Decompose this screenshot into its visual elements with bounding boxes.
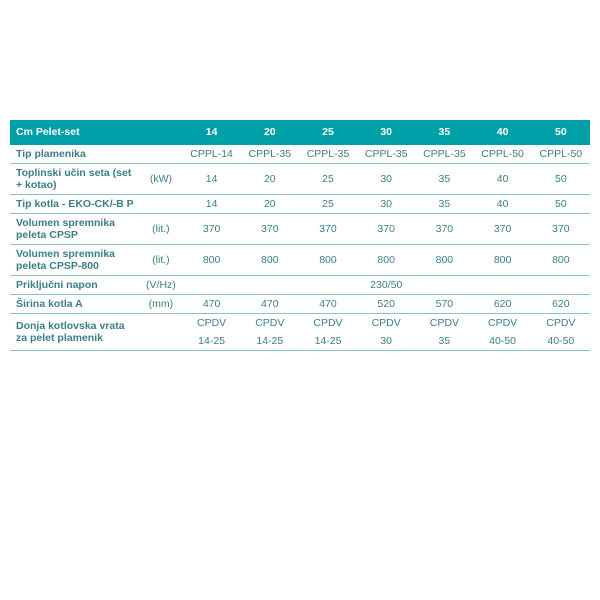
row-label: Tip kotla - EKO-CK/-B P: [10, 195, 139, 214]
row-label: Donja kotlovska vrata za pelet plamenik: [10, 314, 139, 351]
table-row: Širina kotla A(mm)470470470520570620620: [10, 295, 590, 314]
cell: 20: [241, 164, 299, 195]
row-unit: [139, 145, 182, 164]
table-row: Tip kotla - EKO-CK/-B P 14202530354050: [10, 195, 590, 214]
cell: CPDV: [532, 314, 590, 333]
cell: 35: [415, 195, 473, 214]
cell-span: 230/50: [182, 276, 590, 295]
table-row: Priključni napon(V/Hz)230/50: [10, 276, 590, 295]
table-row: Tip plamenikaCPPL-14CPPL-35CPPL-35CPPL-3…: [10, 145, 590, 164]
cell: CPPL-35: [241, 145, 299, 164]
row-unit: (lit.): [139, 245, 182, 276]
cell: 40: [474, 164, 532, 195]
cell: 470: [241, 295, 299, 314]
cell: 370: [241, 214, 299, 245]
cell: 35: [415, 332, 473, 351]
row-label: Volumen spremnika peleta CPSP: [10, 214, 139, 245]
col-header: 20: [241, 120, 299, 145]
row-unit: (mm): [139, 295, 182, 314]
table-header-row: Cm Pelet-set 14 20 25 30 35 40 50: [10, 120, 590, 145]
cell: CPDV: [299, 314, 357, 333]
cell: 20: [241, 195, 299, 214]
cell: 40: [474, 195, 532, 214]
row-label: Priključni napon: [10, 276, 139, 295]
row-unit: (kW): [139, 164, 182, 195]
cell: 14-25: [299, 332, 357, 351]
row-label: Toplinski učin seta (set + kotao): [10, 164, 139, 195]
col-header: 40: [474, 120, 532, 145]
cell: 800: [474, 245, 532, 276]
cell: 370: [415, 214, 473, 245]
row-label: Širina kotla A: [10, 295, 139, 314]
cell: 620: [532, 295, 590, 314]
col-header: 14: [182, 120, 240, 145]
cell: CPDV: [474, 314, 532, 333]
col-header: 35: [415, 120, 473, 145]
col-header: 25: [299, 120, 357, 145]
table-title: Cm Pelet-set: [10, 120, 182, 145]
row-unit: [139, 314, 182, 351]
cell: 370: [357, 214, 415, 245]
table-body: Tip plamenikaCPPL-14CPPL-35CPPL-35CPPL-3…: [10, 145, 590, 351]
cell: 800: [357, 245, 415, 276]
cell: 14: [182, 164, 240, 195]
cell: 800: [415, 245, 473, 276]
cell: 570: [415, 295, 473, 314]
cell: 14: [182, 195, 240, 214]
row-label: Tip plamenika: [10, 145, 139, 164]
cell: CPPL-50: [532, 145, 590, 164]
col-header: 50: [532, 120, 590, 145]
cell: 800: [532, 245, 590, 276]
cell: 50: [532, 195, 590, 214]
cell: 370: [299, 214, 357, 245]
cell: 14-25: [182, 332, 240, 351]
cell: 25: [299, 164, 357, 195]
table-row: Toplinski učin seta (set + kotao)(kW)142…: [10, 164, 590, 195]
cell: CPPL-35: [299, 145, 357, 164]
cell: 370: [474, 214, 532, 245]
cell: CPPL-35: [357, 145, 415, 164]
cell: 470: [182, 295, 240, 314]
cell: 470: [299, 295, 357, 314]
cell: CPDV: [415, 314, 473, 333]
table-row: Volumen spremnika peleta CPSP(lit.)37037…: [10, 214, 590, 245]
col-header: 30: [357, 120, 415, 145]
cell: 14-25: [241, 332, 299, 351]
cell: 35: [415, 164, 473, 195]
cell: 50: [532, 164, 590, 195]
cell: CPDV: [241, 314, 299, 333]
row-unit: (lit.): [139, 214, 182, 245]
cell: 800: [241, 245, 299, 276]
cell: 370: [182, 214, 240, 245]
cell: 30: [357, 195, 415, 214]
cell: 30: [357, 164, 415, 195]
cell: 620: [474, 295, 532, 314]
spec-table: Cm Pelet-set 14 20 25 30 35 40 50 Tip pl…: [10, 120, 590, 351]
row-label: Volumen spremnika peleta CPSP-800: [10, 245, 139, 276]
cell: CPPL-14: [182, 145, 240, 164]
table-container: Cm Pelet-set 14 20 25 30 35 40 50 Tip pl…: [0, 0, 600, 351]
cell: CPPL-35: [415, 145, 473, 164]
cell: CPPL-50: [474, 145, 532, 164]
cell: 800: [299, 245, 357, 276]
cell: 25: [299, 195, 357, 214]
table-row: Donja kotlovska vrata za pelet plamenikC…: [10, 314, 590, 333]
cell: CPDV: [182, 314, 240, 333]
cell: 370: [532, 214, 590, 245]
row-unit: [139, 195, 182, 214]
cell: 800: [182, 245, 240, 276]
cell: 40-50: [474, 332, 532, 351]
cell: 520: [357, 295, 415, 314]
table-row: Volumen spremnika peleta CPSP-800(lit.)8…: [10, 245, 590, 276]
cell: 40-50: [532, 332, 590, 351]
cell: 30: [357, 332, 415, 351]
row-unit: (V/Hz): [139, 276, 182, 295]
cell: CPDV: [357, 314, 415, 333]
